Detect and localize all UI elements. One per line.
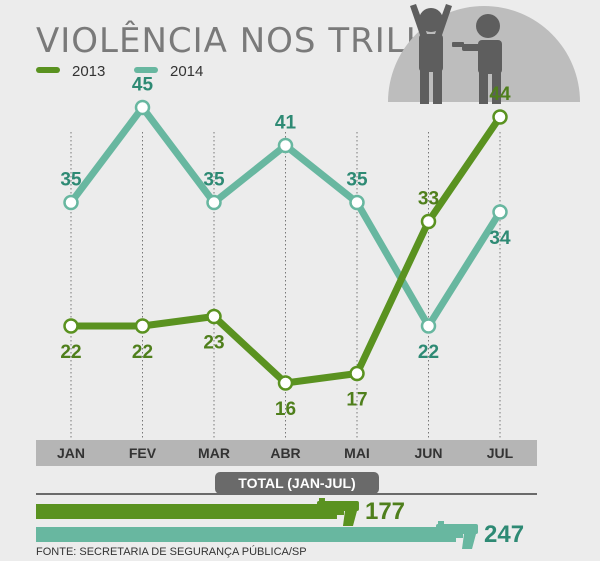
pistol-icon [316, 498, 359, 526]
totals-section: TOTAL (JAN-JUL) 177 247 [36, 472, 537, 549]
month-axis-band [36, 440, 537, 466]
month-label-jun: JUN [414, 445, 442, 461]
point-2014-fev [134, 99, 151, 116]
data-label-2013-abr: 16 [275, 399, 296, 420]
month-label-jul: JUL [487, 445, 514, 461]
month-label-mar: MAR [198, 445, 230, 461]
hands-up-person-icon [410, 4, 452, 104]
totals-label: TOTAL (JAN-JUL) [238, 475, 355, 491]
legend-label-2014: 2014 [170, 63, 203, 80]
point-2013-mai [349, 365, 365, 382]
total-value-2013: 177 [365, 498, 405, 525]
point-2013-fev [134, 318, 151, 334]
total-bar-group-2013: 177 [36, 498, 405, 526]
gridlines [70, 132, 501, 440]
data-label-2014-abr: 41 [275, 113, 297, 134]
data-label-2013-mai: 17 [346, 390, 367, 411]
data-label-2014-jan: 35 [60, 170, 82, 191]
data-label-2014-mai: 35 [346, 170, 368, 191]
data-label-2013-jun: 33 [418, 189, 439, 210]
point-2014-mai [349, 194, 365, 211]
source-note: FONTE: SECRETARIA DE SEGURANÇA PÚBLICA/S… [36, 545, 307, 558]
point-2014-jan [63, 194, 79, 211]
data-label-2013-fev: 22 [132, 342, 153, 363]
data-label-2013-jul: 44 [489, 84, 511, 105]
point-2013-jul [492, 109, 508, 125]
point-2014-jul [492, 204, 508, 220]
point-2013-jun [420, 213, 437, 230]
point-2014-abr [277, 137, 294, 154]
legend-swatch-2014 [134, 67, 158, 73]
total-value-2014: 247 [484, 521, 524, 548]
point-2013-mar [206, 308, 222, 325]
gunman-icon [452, 14, 502, 104]
point-2014-mar [206, 194, 222, 211]
data-label-2014-fev: 45 [132, 75, 154, 96]
pistol-icon [436, 521, 478, 549]
data-label-2014-jul: 34 [489, 228, 511, 249]
total-bar-group-2014: 247 [36, 521, 524, 549]
month-label-mai: MAI [344, 445, 370, 461]
month-label-fev: FEV [129, 445, 157, 461]
month-label-jan: JAN [57, 445, 85, 461]
month-labels: JAN FEV MAR ABR MAI JUN JUL [57, 445, 514, 461]
data-label-2014-mar: 35 [203, 170, 225, 191]
point-2013-abr [277, 375, 294, 391]
data-label-2014-jun: 22 [418, 342, 439, 363]
point-2013-jan [63, 318, 79, 334]
data-label-2013-jan: 22 [60, 342, 81, 363]
series-points [63, 99, 508, 391]
data-labels: 22 22 23 16 17 33 44 35 45 35 41 35 22 34 [60, 75, 511, 421]
total-bar-2013 [36, 504, 337, 519]
total-bar-2014 [36, 527, 456, 542]
month-label-abr: ABR [270, 445, 300, 461]
totals-label-box [215, 472, 379, 494]
legend: 2013 2014 [36, 63, 203, 80]
legend-swatch-2013 [36, 67, 60, 73]
data-label-2013-mar: 23 [203, 333, 224, 354]
legend-label-2013: 2013 [72, 63, 105, 80]
totals-divider [36, 493, 537, 495]
point-2014-jun [420, 318, 437, 334]
illustration [388, 4, 580, 104]
